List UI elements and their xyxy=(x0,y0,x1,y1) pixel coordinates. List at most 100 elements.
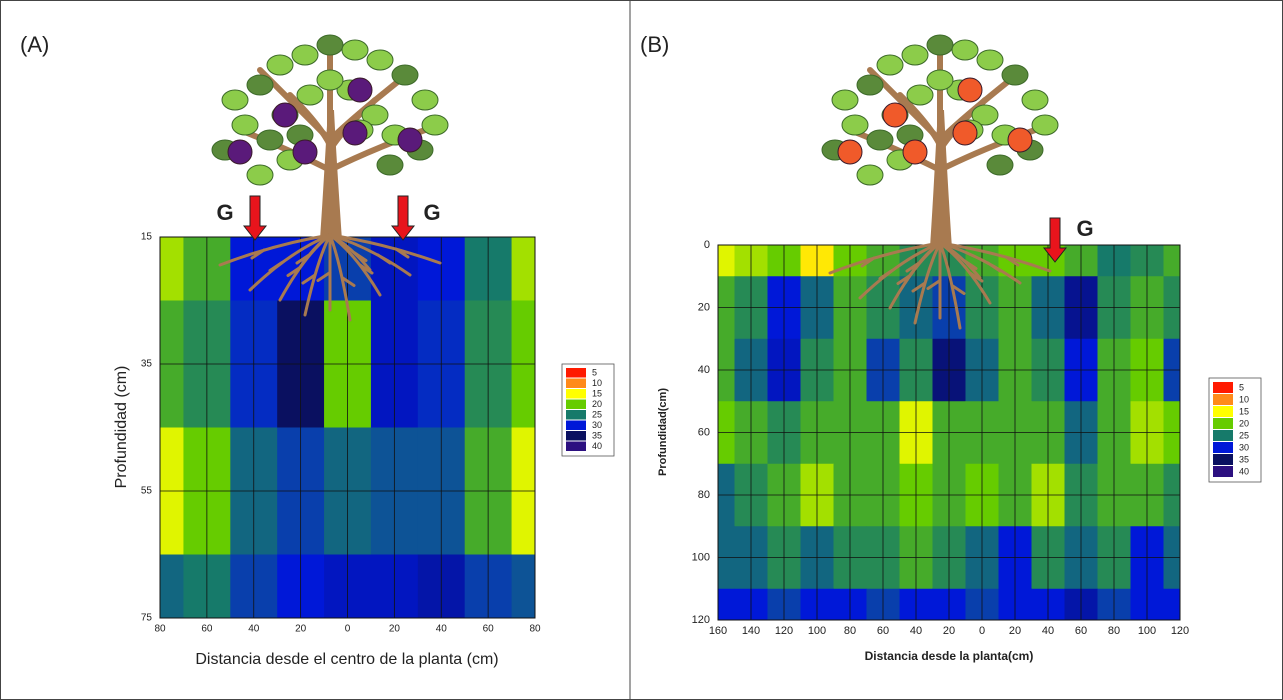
tree-fruit xyxy=(347,77,373,103)
tree-root xyxy=(858,241,942,300)
tree-leaf xyxy=(841,114,869,136)
tree-root xyxy=(828,241,942,275)
legend-label: 15 xyxy=(592,389,602,399)
tree-leaf xyxy=(986,154,1014,176)
legend-label: 15 xyxy=(1239,406,1249,416)
legend-label: 20 xyxy=(1239,418,1249,428)
x-tick-label: 20 xyxy=(943,625,955,637)
legend-swatch xyxy=(566,368,586,378)
x-tick-label: 60 xyxy=(1075,625,1087,637)
tree-leaf xyxy=(876,54,904,76)
x-tick-label: 60 xyxy=(877,625,889,637)
y-axis-label: Profundidad(cm) xyxy=(657,388,669,476)
legend-swatch xyxy=(1213,442,1233,453)
legend-swatch xyxy=(1213,454,1233,465)
y-tick-label: 40 xyxy=(698,364,710,376)
tree-trunk xyxy=(320,110,342,240)
x-tick-label: 40 xyxy=(436,624,448,635)
tree-trunk xyxy=(930,110,952,248)
tree-leaf xyxy=(901,44,929,66)
heatmap-cell xyxy=(160,237,184,301)
legend-swatch xyxy=(1213,430,1233,441)
legend-label: 10 xyxy=(592,378,602,388)
tree-root xyxy=(926,241,942,320)
legend-swatch xyxy=(566,399,586,409)
legend-label: 30 xyxy=(592,420,602,430)
tree-leaf xyxy=(971,104,999,126)
tree-root xyxy=(938,241,966,330)
tree-leaf xyxy=(951,39,979,61)
tree-leaf xyxy=(856,164,884,186)
legend-label: 40 xyxy=(592,441,602,451)
legend-swatch xyxy=(1213,406,1233,417)
legend-swatch xyxy=(1213,394,1233,405)
tree-leaf xyxy=(266,54,294,76)
y-tick-label: 120 xyxy=(692,614,710,626)
y-tick-label: 15 xyxy=(141,232,153,243)
legend-label: 35 xyxy=(1239,454,1249,464)
x-tick-label: 40 xyxy=(248,624,260,635)
y-tick-label: 0 xyxy=(704,239,710,251)
legend-swatch xyxy=(1213,466,1233,477)
panel-label: (A) xyxy=(20,32,49,57)
tree-leaf xyxy=(231,114,259,136)
tree-illustration xyxy=(211,34,449,240)
tree-leaf xyxy=(411,89,439,111)
tree-leaf xyxy=(976,49,1004,71)
annotation: G xyxy=(216,200,233,225)
tree-leaf xyxy=(256,129,284,151)
arrow xyxy=(242,195,268,241)
x-tick-label: 160 xyxy=(709,625,727,637)
tree-fruit xyxy=(342,120,368,146)
legend-swatch xyxy=(566,410,586,420)
tree-leaf xyxy=(1031,114,1059,136)
y-tick-label: 100 xyxy=(692,551,710,563)
tree-leaf xyxy=(296,84,324,106)
tree-leaf xyxy=(361,104,389,126)
tree-leaf xyxy=(366,49,394,71)
tree-fruit xyxy=(952,120,978,146)
tree-root xyxy=(248,233,332,292)
tree-leaf xyxy=(316,34,344,56)
heatmap-cell xyxy=(511,554,535,618)
x-tick-label: 60 xyxy=(201,624,213,635)
tree-roots xyxy=(828,241,1052,330)
tree-fruit xyxy=(902,139,928,165)
tree-root xyxy=(328,233,372,272)
y-tick-label: 80 xyxy=(698,489,710,501)
x-tick-label: 20 xyxy=(295,624,307,635)
tree-fruit xyxy=(227,139,253,165)
y-tick-label: 35 xyxy=(141,359,153,370)
tree-root xyxy=(218,233,332,267)
x-tick-label: 60 xyxy=(483,624,495,635)
legend-label: 30 xyxy=(1239,442,1249,452)
y-axis-label: Profundidad (cm) xyxy=(113,366,130,489)
x-axis-label: Distancia desde el centro de la planta (… xyxy=(195,651,498,668)
panel-label: (B) xyxy=(640,32,669,57)
x-tick-label: 100 xyxy=(1138,625,1156,637)
tree-leaf xyxy=(291,44,319,66)
arrow xyxy=(390,195,416,241)
tree-fruit xyxy=(272,102,298,128)
heatmap-cell xyxy=(511,237,535,301)
x-axis-label: Distancia desde la planta(cm) xyxy=(865,649,1034,663)
heatmap-cell xyxy=(160,554,184,618)
tree-leaf xyxy=(246,164,274,186)
y-tick-label: 60 xyxy=(698,426,710,438)
x-tick-label: 100 xyxy=(808,625,826,637)
tree-root xyxy=(293,233,332,277)
x-tick-label: 0 xyxy=(979,625,985,637)
legend-swatch xyxy=(566,420,586,430)
x-tick-label: 140 xyxy=(742,625,760,637)
heatmap-cell xyxy=(718,588,735,620)
annotation: G xyxy=(1076,216,1093,241)
tree-fruit xyxy=(957,77,983,103)
legend-swatch xyxy=(1213,418,1233,429)
x-tick-label: 120 xyxy=(1171,625,1189,637)
legend-label: 25 xyxy=(592,410,602,420)
arrow xyxy=(1042,217,1068,263)
heatmap-cell xyxy=(1163,245,1180,277)
tree-fruit xyxy=(882,102,908,128)
tree-leaf xyxy=(856,74,884,96)
